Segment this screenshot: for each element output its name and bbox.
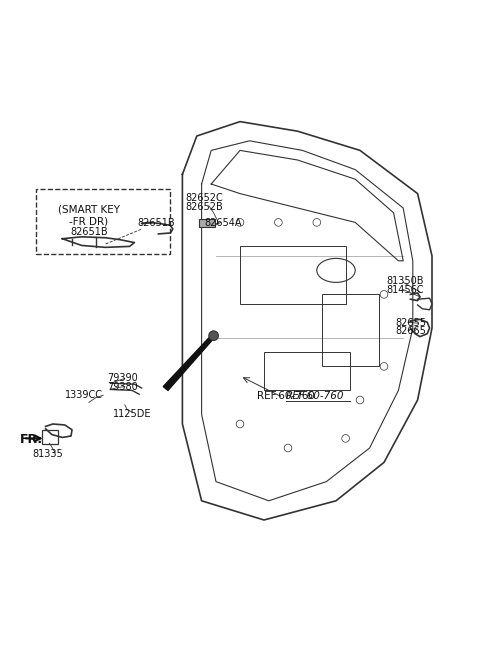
Bar	[240, 247, 346, 304]
Bar	[42, 430, 58, 444]
Text: 82651B: 82651B	[137, 218, 175, 228]
Bar	[322, 295, 379, 367]
Bar	[199, 218, 215, 227]
Text: REF.60-760: REF.60-760	[286, 391, 344, 401]
Text: 79380: 79380	[107, 382, 138, 392]
Text: 82654A: 82654A	[204, 218, 242, 228]
Text: 1125DE: 1125DE	[113, 409, 151, 419]
Circle shape	[209, 331, 218, 340]
Text: FR.: FR.	[20, 433, 43, 446]
Text: 81335: 81335	[33, 449, 63, 459]
Text: 81456C: 81456C	[387, 285, 424, 295]
Text: 1339CC: 1339CC	[65, 390, 103, 400]
Polygon shape	[163, 333, 214, 390]
Text: 82655: 82655	[395, 318, 426, 328]
Bar	[264, 352, 350, 390]
Bar	[36, 189, 170, 254]
Text: 82665: 82665	[395, 327, 426, 337]
Text: 79390: 79390	[107, 373, 138, 383]
Text: REF.60-760: REF.60-760	[257, 391, 314, 401]
Text: 82651B: 82651B	[70, 227, 108, 237]
Text: 82652B: 82652B	[185, 202, 223, 212]
Text: 81350B: 81350B	[387, 276, 424, 286]
Text: (SMART KEY
-FR DR): (SMART KEY -FR DR)	[58, 205, 120, 226]
Text: 82652C: 82652C	[185, 194, 223, 203]
